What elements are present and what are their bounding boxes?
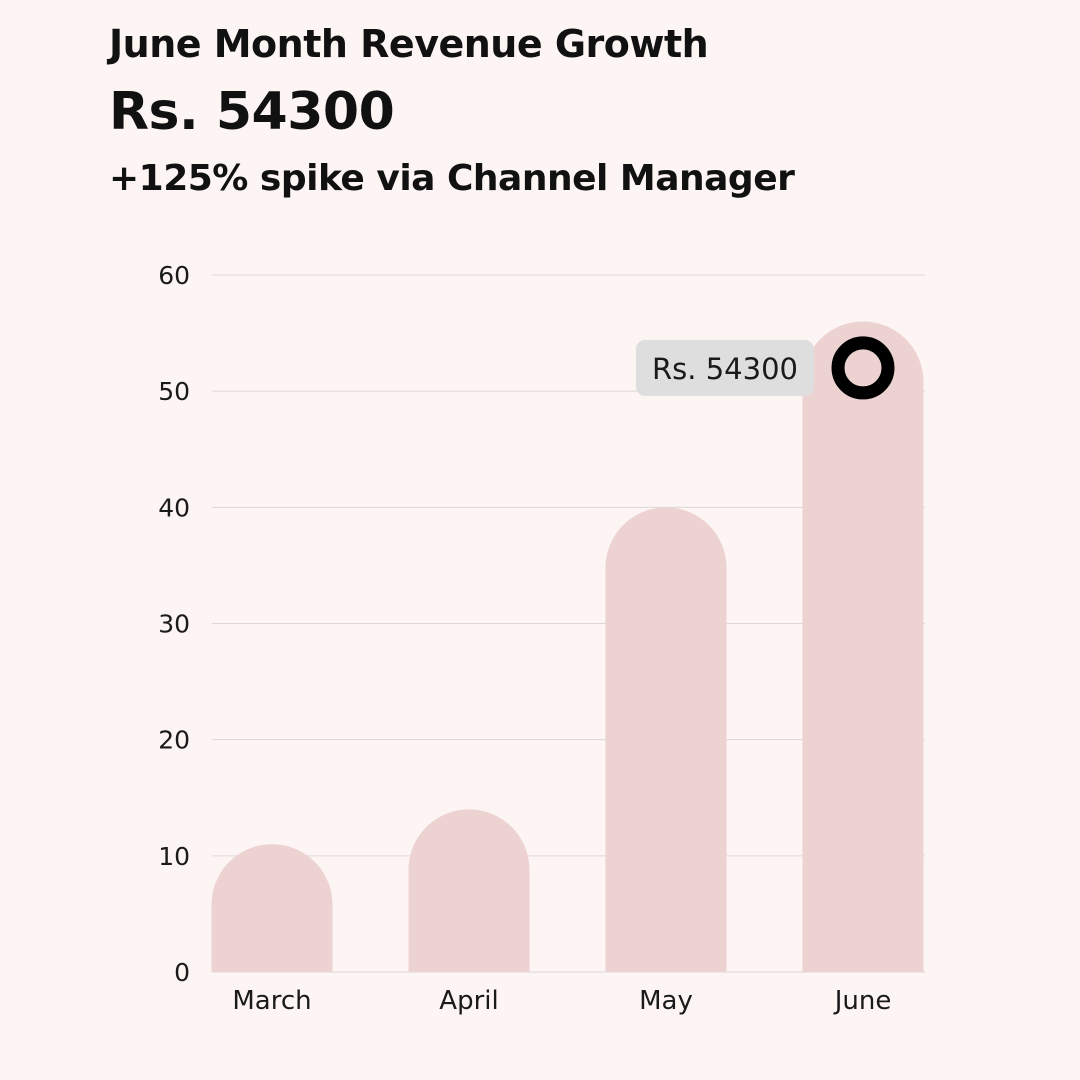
y-tick-label: 0 [174, 958, 190, 987]
chart-title: June Month Revenue Growth [109, 22, 709, 66]
y-tick-label: 30 [158, 610, 190, 639]
revenue-headline: Rs. 54300 [109, 82, 395, 142]
y-tick-label: 50 [158, 377, 190, 406]
y-tick-label: 20 [158, 726, 190, 755]
x-category-label: March [232, 986, 311, 1016]
bar-march [211, 844, 333, 972]
growth-subtitle: +125% spike via Channel Manager [109, 158, 795, 199]
y-tick-label: 60 [158, 261, 190, 290]
y-tick-label: 40 [158, 493, 190, 522]
chart-header: June Month Revenue Growth Rs. 54300 +125… [109, 18, 1009, 204]
value-tooltip [636, 339, 814, 396]
x-category-label: April [439, 986, 498, 1016]
highlight-marker [831, 336, 895, 400]
value-tooltip-label: Rs. 54300 [652, 352, 798, 386]
bar-april [408, 809, 530, 972]
bar-june [802, 321, 924, 972]
bar-may [605, 507, 727, 972]
x-category-label: June [833, 986, 892, 1016]
y-tick-label: 10 [158, 842, 190, 871]
x-category-label: May [639, 986, 693, 1016]
